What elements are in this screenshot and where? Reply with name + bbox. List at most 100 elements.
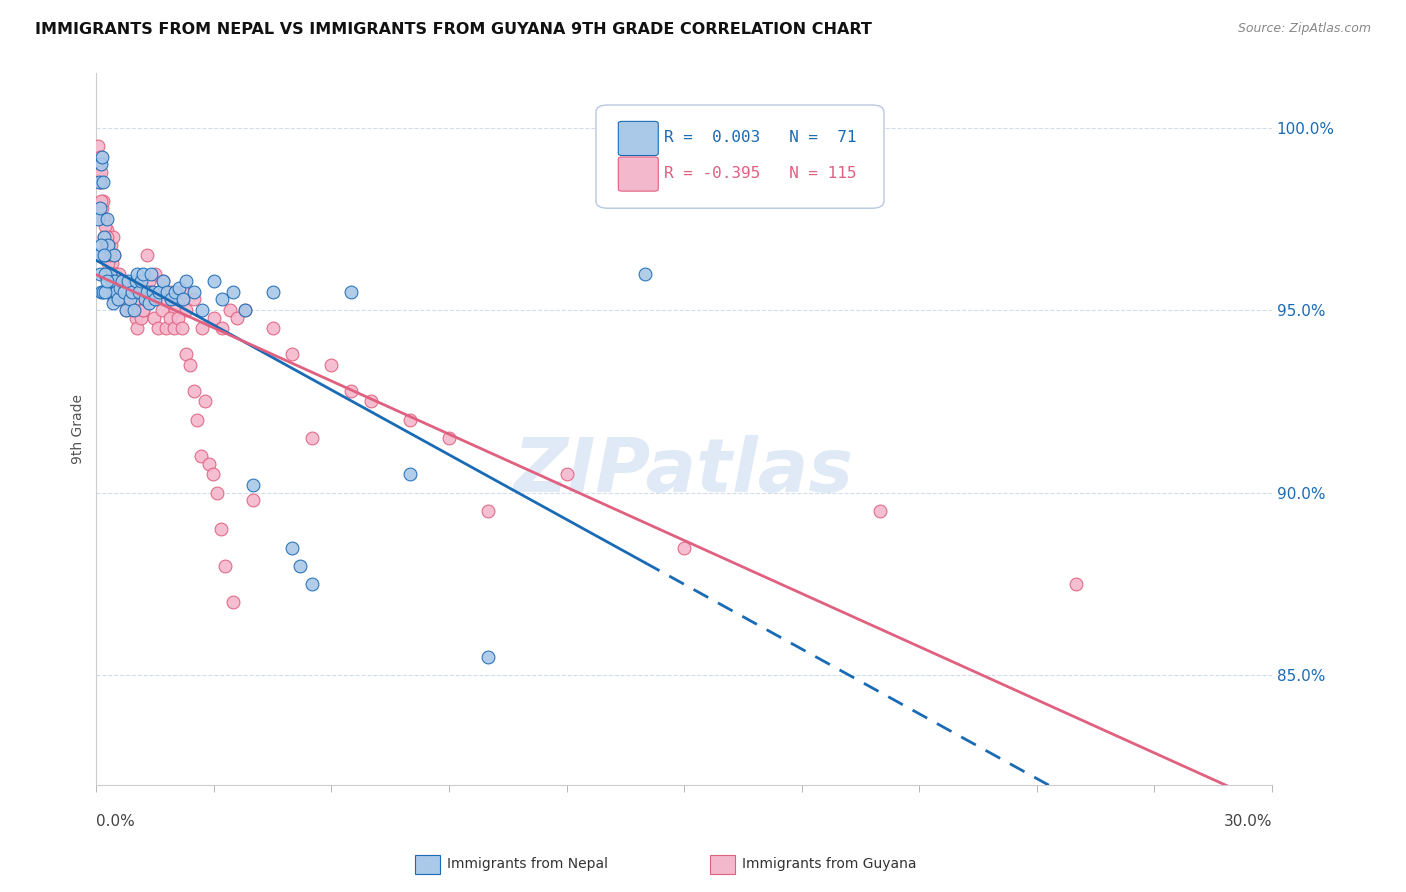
Point <box>100 274 122 288</box>
Point <box>262 321 284 335</box>
Point <box>555 467 578 482</box>
Point <box>183 285 205 299</box>
Text: 0.0%: 0.0% <box>97 814 135 829</box>
Point <box>101 274 124 288</box>
Point <box>87 139 110 153</box>
Point <box>115 285 138 299</box>
Point <box>222 285 245 299</box>
Point <box>89 267 111 281</box>
Point <box>673 541 696 555</box>
Point <box>194 394 217 409</box>
Text: Immigrants from Guyana: Immigrants from Guyana <box>742 857 917 871</box>
Point <box>89 176 111 190</box>
Point <box>141 267 163 281</box>
Point <box>112 285 135 299</box>
Point <box>242 478 264 492</box>
Point <box>143 310 166 325</box>
Point <box>96 274 118 288</box>
Point <box>104 274 127 288</box>
FancyBboxPatch shape <box>619 121 658 155</box>
Point <box>87 157 110 171</box>
Point <box>94 237 117 252</box>
Point <box>166 310 188 325</box>
Point <box>104 285 127 299</box>
Point <box>107 285 129 299</box>
Point <box>437 431 460 445</box>
Point <box>89 164 111 178</box>
Point <box>97 248 120 262</box>
Point <box>139 285 162 299</box>
Point <box>108 293 131 307</box>
Point <box>142 293 165 307</box>
Point <box>141 285 163 299</box>
Point <box>98 248 121 262</box>
Point <box>183 384 205 398</box>
Point <box>101 296 124 310</box>
Point <box>167 293 190 307</box>
Point <box>198 457 221 471</box>
Point <box>98 267 121 281</box>
Point <box>87 212 110 227</box>
Text: R =  0.003   N =  71: R = 0.003 N = 71 <box>664 130 856 145</box>
Point <box>191 303 214 318</box>
Point <box>202 274 225 288</box>
Point <box>91 285 114 299</box>
Point <box>156 285 179 299</box>
Point <box>90 237 112 252</box>
Point <box>100 248 122 262</box>
Point <box>138 274 160 288</box>
Point <box>321 358 343 372</box>
Point <box>211 321 233 335</box>
Point <box>90 285 112 299</box>
Point <box>143 267 166 281</box>
Point <box>398 413 420 427</box>
Point <box>127 267 149 281</box>
Point <box>211 293 233 307</box>
Point <box>97 256 120 270</box>
Point <box>340 285 363 299</box>
Text: Immigrants from Nepal: Immigrants from Nepal <box>447 857 609 871</box>
Point <box>301 431 323 445</box>
Text: 30.0%: 30.0% <box>1223 814 1272 829</box>
Point <box>477 650 499 665</box>
Point <box>152 274 174 288</box>
Point <box>94 248 117 262</box>
Point <box>100 237 122 252</box>
Point <box>186 413 208 427</box>
Point <box>148 321 170 335</box>
Point <box>104 274 127 288</box>
Point <box>93 219 115 234</box>
Point <box>132 303 155 318</box>
FancyBboxPatch shape <box>596 105 884 208</box>
Point <box>340 384 363 398</box>
Point <box>159 310 181 325</box>
Point <box>190 449 212 463</box>
Point <box>142 285 165 299</box>
Point <box>360 394 382 409</box>
Point <box>101 285 124 299</box>
Point <box>262 285 284 299</box>
Point <box>134 293 156 307</box>
Point <box>155 321 177 335</box>
Point <box>93 212 115 227</box>
Point <box>118 285 141 299</box>
Point <box>179 358 201 372</box>
Point <box>128 303 150 318</box>
Point <box>111 274 134 288</box>
Point <box>138 296 160 310</box>
Point <box>233 303 256 318</box>
Point <box>131 310 153 325</box>
Point <box>226 310 249 325</box>
Point <box>112 285 135 299</box>
Point <box>209 522 232 536</box>
Point <box>124 274 146 288</box>
Point <box>176 274 198 288</box>
Point <box>242 493 264 508</box>
Point <box>122 293 145 307</box>
Point <box>120 303 142 318</box>
Point <box>91 201 114 215</box>
Point <box>127 321 149 335</box>
Point <box>281 347 304 361</box>
Point <box>94 230 117 244</box>
Point <box>869 504 891 518</box>
